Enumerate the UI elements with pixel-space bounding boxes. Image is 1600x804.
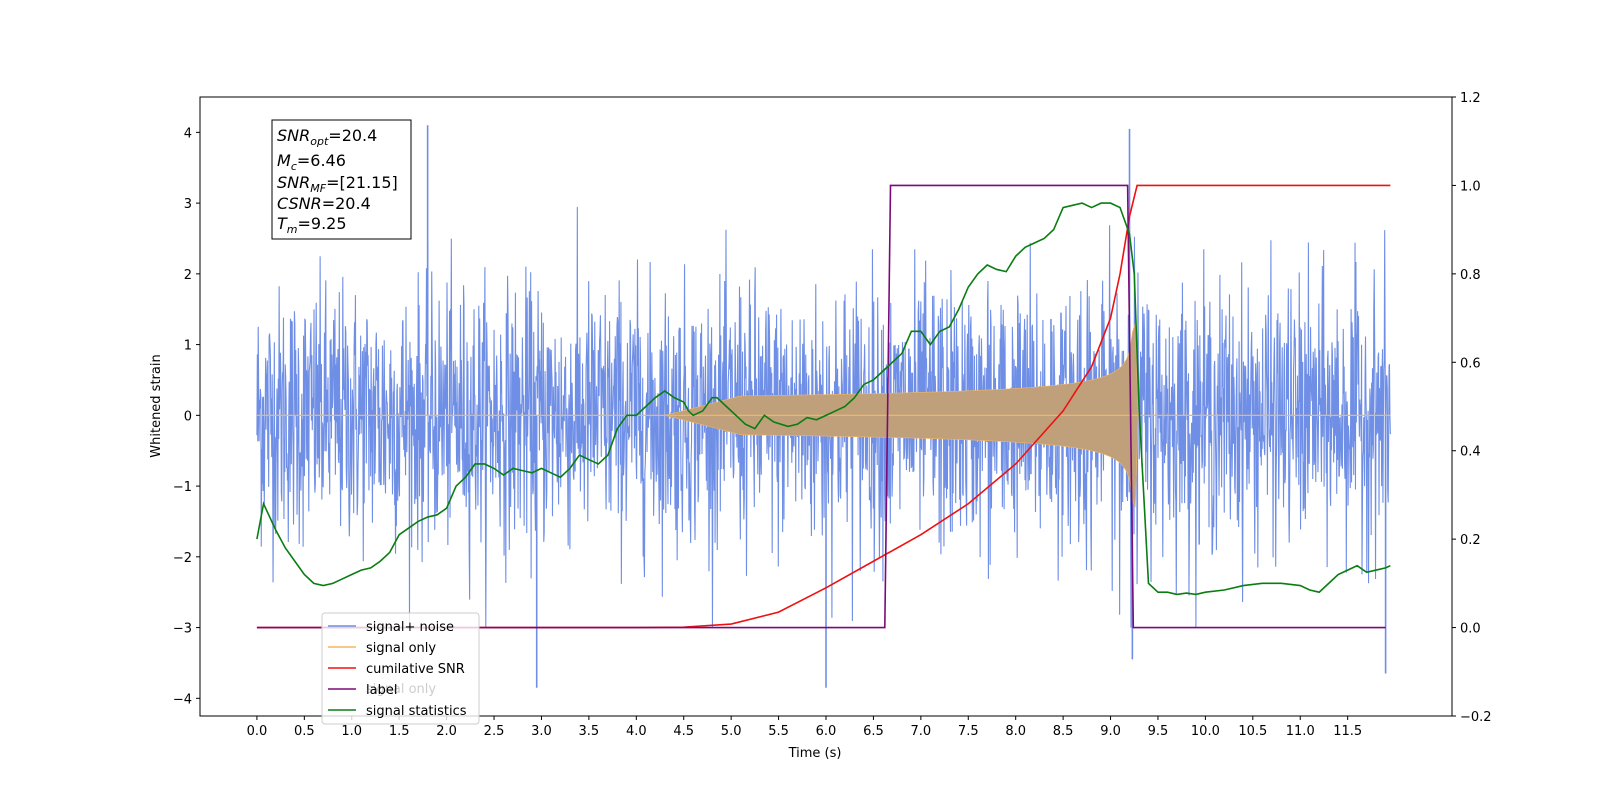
x-tick-label: 8.0 <box>1005 724 1026 739</box>
y-axis-label: Whitened strain <box>149 354 164 457</box>
signal-statistics-line <box>256 202 1391 596</box>
right-y-tick-label: 0.8 <box>1460 268 1481 283</box>
x-axis-ticks: 0.0 0.5 1.0 1.5 2.0 2.5 3.0 3.5 4.0 4.5 5.0 5.5 6.0 6… <box>247 716 1362 739</box>
x-tick-label: 1.0 <box>341 724 362 739</box>
x-tick-label: 8.5 <box>1053 724 1074 739</box>
x-tick-label: 5.0 <box>721 724 742 739</box>
info-box: SNRopt=20.4 Mc=6.46 SNRMF=[21.15] CSNR=2… <box>271 119 412 240</box>
right-y-tick-label: 1.2 <box>1460 91 1481 106</box>
x-tick-label: 0.5 <box>294 724 315 739</box>
right-y-tick-label: 0.2 <box>1460 533 1481 548</box>
x-tick-label: 7.5 <box>958 724 979 739</box>
legend-frame <box>321 612 480 725</box>
legend-label: signal+ noise <box>366 620 454 635</box>
label-line <box>256 184 1386 629</box>
x-tick-label: 4.0 <box>626 724 647 739</box>
info-box-frame <box>271 119 412 240</box>
info-snr-mf: SNRMF=[21.15] <box>277 173 398 195</box>
info-snr-opt: SNRopt=20.4 <box>277 126 377 148</box>
left-y-axis-ticks: 4 3 2 1 0 −1 −2 −3 −4 <box>173 126 200 707</box>
x-tick-label: 11.5 <box>1333 724 1362 739</box>
x-tick-label: 0.0 <box>247 724 268 739</box>
info-snr-mf-value: =[21.15] <box>326 173 398 192</box>
info-csnr: CSNR=20.4 <box>277 194 371 213</box>
left-y-tick-label: 0 <box>184 409 192 424</box>
legend-label: cumilative SNR <box>366 662 465 677</box>
x-tick-label: 1.5 <box>389 724 410 739</box>
left-y-tick-label: 2 <box>184 268 192 283</box>
legend-label: label <box>366 683 397 698</box>
right-y-tick-label: 0.0 <box>1460 622 1481 637</box>
legend-overlap-text: signal only <box>366 682 436 697</box>
left-y-tick-label: 4 <box>184 126 192 141</box>
left-y-tick-label: −2 <box>173 551 192 566</box>
info-mc: Mc=6.46 <box>277 151 346 173</box>
right-y-tick-label: 0.4 <box>1460 445 1481 460</box>
x-tick-label: 6.5 <box>863 724 884 739</box>
x-tick-label: 6.0 <box>816 724 837 739</box>
x-tick-label: 4.5 <box>673 724 694 739</box>
x-tick-label: 10.0 <box>1191 724 1220 739</box>
x-tick-label: 2.5 <box>484 724 505 739</box>
left-y-tick-label: 3 <box>184 197 192 212</box>
right-y-axis-ticks: 1.2 1.0 0.8 0.6 0.4 0.2 0.0 −0.2 <box>1452 91 1492 725</box>
info-mc-value: =6.46 <box>297 151 346 170</box>
cumulative-snr-line <box>256 184 1391 629</box>
legend-entries: signal+ noise signal only cumilative SNR la… <box>328 620 467 719</box>
right-axis-series-layer <box>256 184 1391 629</box>
x-tick-label: 9.5 <box>1148 724 1169 739</box>
x-tick-label: 2.0 <box>436 724 457 739</box>
legend: signal only signal+ noise signal only cumi… <box>321 612 480 725</box>
left-y-tick-label: 1 <box>184 339 192 354</box>
x-tick-label: 9.0 <box>1100 724 1121 739</box>
info-csnr-value: =20.4 <box>322 194 371 213</box>
x-tick-label: 5.5 <box>768 724 789 739</box>
x-tick-label: 3.5 <box>579 724 600 739</box>
x-tick-label: 10.5 <box>1238 724 1267 739</box>
info-snr-opt-value: =20.4 <box>328 126 377 145</box>
info-tm-value: =9.25 <box>298 214 347 233</box>
x-tick-label: 11.0 <box>1286 724 1315 739</box>
left-y-tick-label: −1 <box>173 480 192 495</box>
legend-label: signal statistics <box>366 704 467 719</box>
right-y-tick-label: 1.0 <box>1460 179 1481 194</box>
left-y-tick-label: −4 <box>173 692 192 707</box>
x-axis-label: Time (s) <box>788 746 842 761</box>
x-tick-label: 7.0 <box>911 724 932 739</box>
x-tick-label: 3.0 <box>531 724 552 739</box>
right-y-tick-label: 0.6 <box>1460 356 1481 371</box>
right-y-tick-label: −0.2 <box>1460 710 1492 725</box>
left-y-tick-label: −3 <box>173 622 192 637</box>
legend-label: signal only <box>366 641 436 656</box>
info-tm: Tm=9.25 <box>277 214 347 236</box>
